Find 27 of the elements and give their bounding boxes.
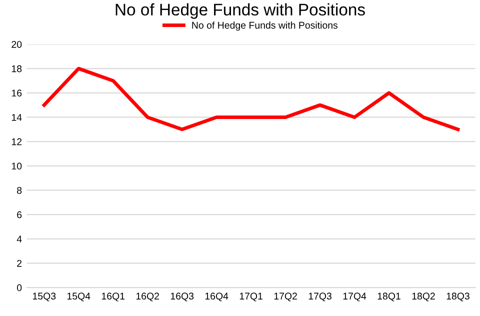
y-tick-label: 18 bbox=[12, 65, 22, 72]
chart-title: No of Hedge Funds with Positions bbox=[116, 3, 365, 19]
line-series bbox=[42, 66, 460, 132]
x-tick-label: 15Q3 bbox=[32, 292, 56, 302]
x-tick-label: 17Q2 bbox=[274, 292, 297, 302]
x-tick-label: 18Q1 bbox=[378, 292, 400, 302]
x-tick-label: 17Q1 bbox=[240, 292, 262, 302]
y-tick-label: 4 bbox=[16, 236, 22, 242]
x-tick-label: 16Q3 bbox=[170, 292, 194, 302]
x-tick-label: 17Q4 bbox=[343, 292, 366, 302]
x-tick-label: 16Q1 bbox=[102, 292, 125, 302]
y-tick-label: 0 bbox=[16, 284, 22, 292]
y-tick-label: 8 bbox=[17, 186, 22, 194]
y-tick-label: 20 bbox=[12, 40, 22, 48]
y-tick-label: 2 bbox=[17, 260, 22, 267]
y-tick-label: 16 bbox=[12, 90, 22, 97]
y-tick-label: 10 bbox=[12, 162, 22, 170]
y-tick-label: 12 bbox=[12, 138, 22, 146]
x-tick-label: 16Q2 bbox=[136, 292, 159, 302]
x-tick-label: 18Q2 bbox=[412, 292, 435, 302]
y-tick-label: 6 bbox=[17, 211, 22, 218]
x-tick-label: 16Q4 bbox=[205, 292, 228, 302]
y-tick-label: 14 bbox=[12, 114, 22, 121]
legend-label: No of Hedge Funds with Positions bbox=[192, 22, 338, 31]
x-tick-label: 18Q3 bbox=[446, 292, 470, 302]
x-tick-label: 17Q3 bbox=[308, 292, 332, 302]
x-tick-label: 15Q4 bbox=[67, 292, 90, 302]
